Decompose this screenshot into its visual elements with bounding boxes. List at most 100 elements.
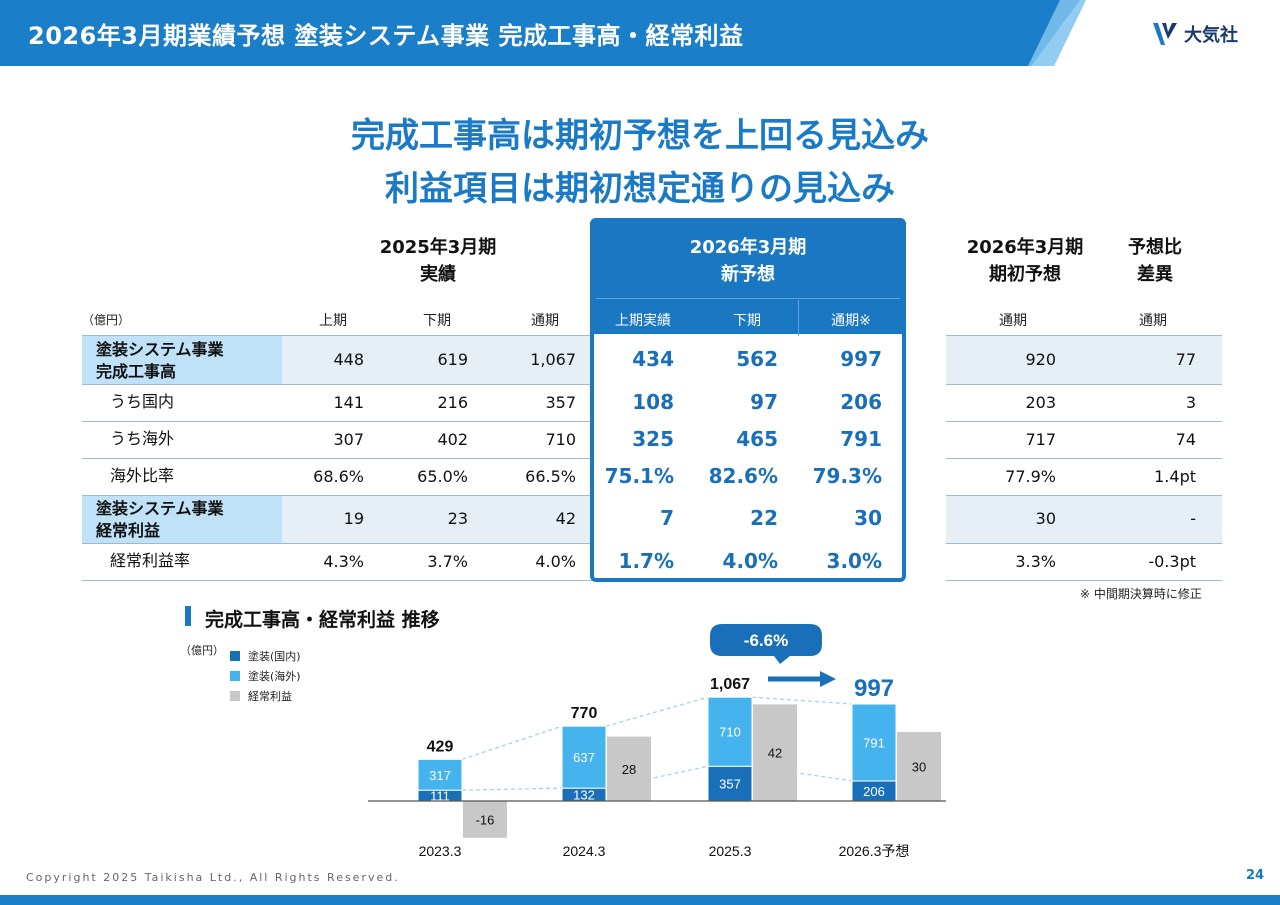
group-fy2026-initial: 2026年3月期 期初予想 — [945, 234, 1105, 288]
bar-label-profit: 28 — [622, 762, 636, 777]
table-cell-forecast: 325 — [632, 427, 674, 451]
forecast-col-divider — [798, 300, 799, 336]
group-diff-line1: 予想比 — [1128, 237, 1182, 258]
bar-label-domestic: 206 — [863, 784, 885, 799]
bar-total-label: 997 — [854, 675, 894, 702]
legend-swatch-profit — [230, 691, 240, 701]
logo-mark-icon — [1153, 23, 1177, 45]
table-cell-forecast: 75.1% — [604, 464, 674, 488]
bar-overseas — [851, 703, 897, 782]
bar-label-overseas: 317 — [429, 768, 451, 783]
table-cell: 402 — [437, 430, 468, 449]
chart-title: 完成工事高・経常利益 推移 — [205, 609, 440, 631]
table-cell-forecast: 97 — [750, 390, 778, 414]
group-fy2025-year: 2025年3月期 — [379, 237, 497, 258]
row-label-line1: 海外比率 — [110, 466, 175, 485]
row-label-line1: うち海外 — [110, 429, 175, 448]
table-cell-initial: 717 — [1025, 430, 1056, 449]
table-cell-forecast: 562 — [736, 347, 778, 371]
chart-unit: （億円） — [180, 644, 224, 657]
subheader-n1: 上期実績 — [615, 313, 671, 329]
table-cell: 68.6% — [313, 467, 364, 486]
row-label-line1: うち国内 — [110, 392, 175, 411]
headline-line2: 利益項目は期初想定通りの見込み — [385, 169, 895, 209]
subheader-n3: 通期※ — [831, 313, 871, 329]
bar-label-domestic: 111 — [430, 789, 450, 804]
bar-label-overseas: 791 — [863, 735, 885, 750]
table-cell-diff: -0.3pt — [1148, 552, 1196, 571]
group-fy2025-type: 実績 — [420, 264, 456, 285]
table-cell-forecast: 108 — [632, 390, 674, 414]
legend-label-domestic: 塗装(国内) — [248, 650, 301, 663]
table-cell: 448 — [333, 350, 364, 369]
bar-label-domestic: 357 — [719, 777, 741, 792]
row-divider-right — [946, 580, 1222, 581]
table-cell: 141 — [333, 393, 364, 412]
table-cell: 710 — [545, 430, 576, 449]
legend-item-overseas: 塗装(海外) — [230, 668, 301, 684]
table-cell: 1,067 — [530, 350, 576, 369]
row-label-line1: 塗装システム事業 — [96, 499, 224, 518]
row-divider — [82, 458, 594, 459]
legend-swatch-overseas — [230, 671, 240, 681]
row-divider-right — [946, 495, 1222, 496]
group-fy2026-initial-year: 2026年3月期 — [966, 237, 1084, 258]
connector-total — [605, 696, 709, 727]
bar-profit — [463, 801, 507, 838]
row-divider-right — [946, 421, 1222, 422]
row-label-line2: 経常利益 — [96, 521, 161, 540]
forecast-header-divider — [596, 298, 900, 299]
table-cell-diff: 3 — [1185, 393, 1196, 412]
table-cell: 19 — [343, 509, 364, 528]
legend-label-overseas: 塗装(海外) — [248, 670, 301, 683]
row-label: 海外比率 — [110, 465, 174, 487]
category-label: 2024.3 — [563, 843, 606, 859]
row-divider — [82, 543, 594, 544]
header-band — [0, 0, 1080, 66]
bar-profit — [753, 704, 797, 801]
group-fy2026-new-type: 新予想 — [721, 264, 775, 285]
new-forecast-header-bg — [590, 218, 906, 334]
table-cell-forecast: 997 — [840, 347, 882, 371]
bar-overseas — [417, 758, 463, 791]
legend-label-profit: 経常利益 — [248, 690, 292, 703]
table-cell-forecast: 434 — [632, 347, 674, 371]
page-title: 2026年3月期業績予想 塗装システム事業 完成工事高・経常利益 — [28, 22, 744, 50]
table-cell: 3.7% — [427, 552, 468, 571]
row-divider — [82, 580, 594, 581]
trend-arrow-head — [820, 671, 836, 687]
header-bar: 2026年3月期業績予想 塗装システム事業 完成工事高・経常利益 大気社 — [0, 0, 1280, 66]
row-label: 経常利益率 — [110, 550, 190, 572]
bar-label-profit: 30 — [912, 760, 926, 775]
bar-label-overseas: 710 — [719, 725, 741, 740]
row-divider — [82, 421, 594, 422]
connector-total — [751, 696, 853, 705]
table-cell-initial: 77.9% — [1005, 467, 1056, 486]
row-divider-right — [946, 543, 1222, 544]
table-cell-initial: 3.3% — [1015, 552, 1056, 571]
table-cell-forecast: 82.6% — [708, 464, 778, 488]
bar-label-profit: 42 — [768, 746, 782, 761]
group-fy2025: 2025年3月期 実績 — [358, 234, 518, 288]
subheader-h2: 下期 — [423, 313, 451, 329]
subheader-h1: 上期 — [319, 313, 347, 329]
subheader-n2: 下期 — [733, 313, 761, 329]
table-cell: 4.3% — [323, 552, 364, 571]
row-shade-right — [946, 336, 1222, 384]
bar-overseas — [707, 696, 753, 767]
table-top-line — [82, 335, 594, 336]
table-cell-initial: 920 — [1025, 350, 1056, 369]
table-cell-diff: 74 — [1175, 430, 1196, 449]
legend-swatch-domestic — [230, 651, 240, 661]
table-cell-forecast: 22 — [750, 506, 778, 530]
table-cell: 42 — [555, 509, 576, 528]
table-cell-forecast: 465 — [736, 427, 778, 451]
category-label: 2023.3 — [419, 843, 462, 859]
bar-total-label: 1,067 — [710, 676, 750, 693]
footer-bar — [0, 895, 1280, 905]
bar-total-label: 429 — [427, 738, 454, 755]
table-cell-diff: - — [1190, 509, 1196, 528]
table-cell-forecast: 3.0% — [826, 549, 882, 573]
callout-bubble — [710, 624, 822, 664]
